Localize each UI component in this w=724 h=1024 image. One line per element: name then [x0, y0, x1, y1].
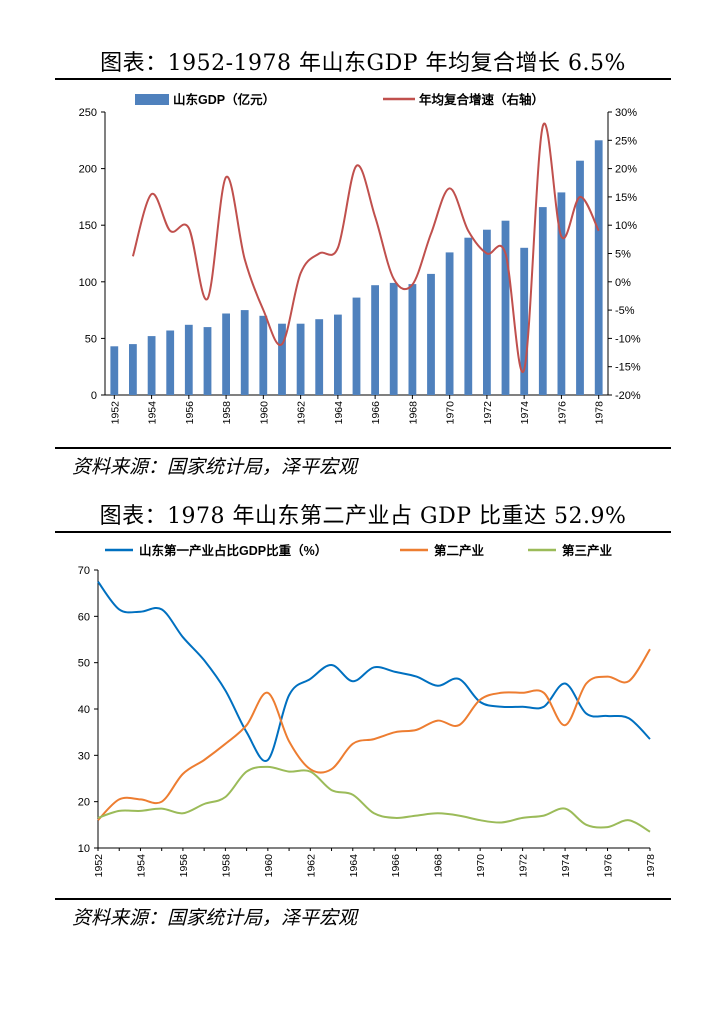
chart1-right-tick-label: 15% — [615, 192, 637, 204]
chart1-right-tick-label: 0% — [615, 277, 631, 289]
chart2-y-tick-label: 70 — [78, 565, 90, 577]
chart1-gdp-bar — [408, 284, 417, 395]
chart1-x-tick-label: 1968 — [407, 401, 419, 425]
chart1-x-tick-label: 1962 — [296, 401, 308, 425]
chart1-x-tick-label: 1958 — [221, 401, 233, 425]
chart1-left-tick-label: 250 — [79, 107, 97, 119]
chart1-x-tick-label: 1974 — [519, 401, 531, 425]
chart2-tertiary-industry-line — [97, 765, 651, 833]
chart1-x-tick-label: 1972 — [482, 401, 494, 425]
chart1-left-tick-label: 50 — [85, 333, 97, 345]
chart2-title: 图表：1978 年山东第二产业占 GDP 比重达 52.9% — [99, 504, 627, 529]
chart2-x-tick-label: 1974 — [560, 854, 572, 878]
chart2-y-tick-label: 10 — [78, 843, 90, 855]
chart1-right-tick-label: -15% — [615, 362, 641, 374]
chart2-y-tick-label: 50 — [78, 658, 90, 670]
chart1-x-tick-label: 1956 — [184, 401, 196, 425]
chart1-gdp-bar — [278, 323, 286, 395]
chart1-x-tick-label: 1964 — [333, 401, 345, 425]
chart1-gdp-bar — [315, 319, 324, 395]
chart1-gdp-bar — [166, 330, 175, 395]
chart2-y-tick-label: 60 — [78, 611, 90, 623]
chart2-svg: 10 20 30 40 50 60 70 1952 1954 1956 1958 1960 1962 19… — [78, 543, 657, 878]
chart1-right-tick-label: 25% — [615, 135, 637, 147]
chart2-x-tick-label: 1958 — [220, 854, 232, 878]
chart2-x-tick-label: 1962 — [305, 854, 317, 878]
chart2-secondary-industry-line — [97, 648, 651, 821]
chart2-legend-primary-label: 山东第一产业占比GDP比重（%） — [139, 543, 327, 558]
chart1-gdp-bar — [389, 282, 398, 395]
chart2-legend-secondary-label: 第二产业 — [434, 543, 485, 558]
chart2-x-tick-label: 1968 — [433, 854, 445, 878]
chart1-gdp-bar — [464, 237, 473, 395]
chart2-x-tick-label: 1954 — [135, 854, 147, 878]
chart2-x-tick-label: 1952 — [93, 854, 105, 878]
chart1-legend-gdp-swatch — [135, 94, 169, 105]
chart1-gdp-bar — [576, 160, 584, 395]
chart1-gdp-bar — [371, 285, 379, 395]
chart1-gdp-bar — [147, 336, 156, 395]
chart1-gdp-bar — [110, 346, 119, 395]
chart1-right-tick-label: 5% — [615, 249, 631, 261]
chart1-right-tick-label: 10% — [615, 220, 637, 232]
chart2-source: 资料来源：国家统计局，泽平宏观 — [72, 907, 358, 929]
chart2-x-tick-label: 1960 — [263, 854, 275, 878]
chart1-gdp-bar — [334, 314, 342, 395]
chart1-legend-growth-label: 年均复合增速（右轴） — [419, 92, 544, 107]
chart1-title: 图表：1952-1978 年山东GDP 年均复合增长 6.5% — [100, 51, 626, 76]
chart1-x-tick-label: 1960 — [258, 401, 270, 425]
chart1-gdp-bar — [427, 273, 435, 395]
chart1-right-tick-label: -10% — [615, 333, 641, 345]
chart1-gdp-bar — [240, 310, 249, 395]
chart1-gdp-bar — [296, 323, 305, 395]
chart1-gdp-bar — [501, 220, 510, 395]
chart1-top-rule — [55, 78, 671, 80]
chart2-x-tick-label: 1976 — [603, 854, 615, 878]
chart1-right-tick-label: -20% — [615, 390, 641, 402]
chart1-x-tick-label: 1978 — [594, 401, 606, 425]
chart1-right-tick-label: 20% — [615, 164, 637, 176]
chart1-x-tick-label: 1966 — [370, 401, 382, 425]
chart2-top-rule — [55, 531, 671, 533]
chart1-x-tick-label: 1952 — [109, 401, 121, 425]
chart1-gdp-bar — [520, 247, 529, 395]
chart1-growth-line — [131, 122, 600, 374]
chart1-gdp-bar — [203, 327, 212, 395]
chart2-x-tick-label: 1964 — [348, 854, 360, 878]
chart2-x-tick-label: 1978 — [645, 854, 657, 878]
chart1-bottom-rule — [55, 447, 671, 449]
chart2-y-tick-label: 20 — [78, 797, 90, 809]
chart2-y-tick-label: 30 — [78, 750, 90, 762]
chart2-primary-industry-line — [97, 580, 651, 763]
chart1-left-tick-label: 200 — [79, 164, 97, 176]
chart1-x-tick-label: 1954 — [147, 401, 159, 425]
chart2-legend-tertiary-label: 第三产业 — [562, 543, 613, 558]
chart2-x-tick-label: 1966 — [390, 854, 402, 878]
chart1-source: 资料来源：国家统计局，泽平宏观 — [72, 456, 358, 478]
chart1-svg: 0 50 100 150 200 250 -20% -15% -10% -5% 0% 5% 10% 15%… — [79, 92, 641, 425]
chart1-gdp-bar — [538, 207, 547, 395]
chart1-gdp-bar — [352, 297, 361, 395]
chart1-legend-gdp-label: 山东GDP（亿元） — [173, 92, 275, 107]
chart1-right-tick-label: -5% — [615, 305, 635, 317]
chart1-left-tick-label: 100 — [79, 277, 97, 289]
chart1-x-tick-label: 1970 — [445, 401, 457, 425]
chart2-bottom-rule — [55, 898, 671, 900]
chart1-gdp-bar — [557, 192, 566, 395]
chart1-x-tick-label: 1976 — [556, 401, 568, 425]
chart1-right-tick-label: 30% — [615, 107, 637, 119]
chart1-gdp-bar — [222, 313, 230, 395]
chart2-x-tick-label: 1970 — [475, 854, 487, 878]
chart1-gdp-bar — [594, 140, 603, 395]
chart1-left-tick-label: 0 — [91, 390, 97, 402]
chart2-y-tick-label: 40 — [78, 704, 90, 716]
chart1-gdp-bar — [184, 324, 193, 395]
chart2-x-tick-label: 1956 — [178, 854, 190, 878]
chart1-gdp-bar — [445, 252, 454, 395]
chart1-gdp-bar — [259, 315, 268, 395]
chart1-gdp-bar — [483, 229, 491, 395]
chart2-x-tick-label: 1972 — [518, 854, 530, 878]
chart1-left-tick-label: 150 — [79, 220, 97, 232]
chart1-gdp-bar — [129, 344, 137, 395]
